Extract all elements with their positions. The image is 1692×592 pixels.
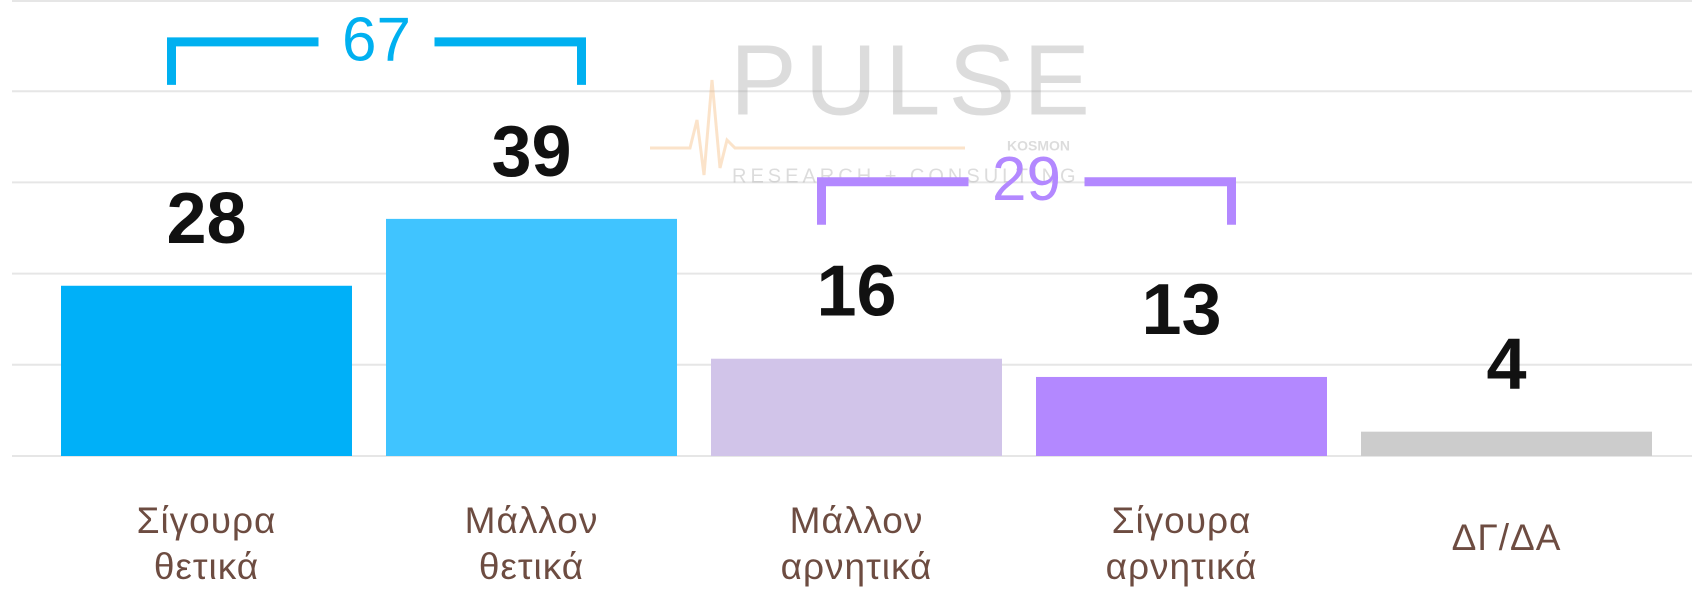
bar	[711, 358, 1002, 456]
watermark-tag: KOSMON	[1007, 138, 1070, 154]
bracket: 67	[167, 5, 586, 85]
data-label: 16	[816, 252, 896, 332]
watermark-brand: PULSE	[730, 24, 1098, 136]
x-tick-label: Μάλλον θετικά	[465, 500, 599, 587]
data-label: 39	[491, 112, 571, 192]
bar	[1361, 431, 1652, 456]
bracket-line	[817, 177, 1236, 225]
bar	[61, 285, 352, 456]
bracket-line	[167, 37, 586, 85]
bracket-label: 29	[992, 145, 1061, 214]
x-tick-label: ΔΓ/ΔΑ	[1452, 517, 1562, 558]
bracket-label: 67	[342, 5, 411, 74]
bar	[1036, 376, 1327, 456]
x-tick-label: Σίγουρα θετικά	[137, 500, 277, 587]
x-tick-label: Μάλλον αρνητικά	[781, 500, 933, 587]
data-label: 13	[1141, 270, 1221, 350]
x-tick-label: Σίγουρα αρνητικά	[1106, 500, 1258, 587]
data-label: 28	[166, 179, 246, 259]
data-label: 4	[1486, 325, 1526, 405]
bar	[386, 218, 677, 456]
bracket: 29	[817, 145, 1236, 225]
watermark-pulse	[650, 79, 965, 176]
